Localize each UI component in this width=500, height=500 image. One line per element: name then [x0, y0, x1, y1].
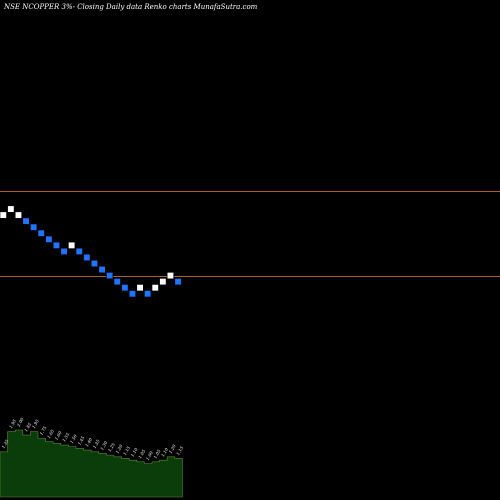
- renko-brick-down: [106, 272, 114, 280]
- renko-brick-up: [7, 205, 15, 213]
- renko-brick-down: [37, 229, 45, 237]
- renko-brick-down: [30, 223, 38, 231]
- volume-label: 1.45: [77, 435, 86, 446]
- volume-label: 1.15: [122, 445, 131, 456]
- volume-label: 1.20: [168, 443, 177, 454]
- renko-brick-down: [98, 265, 106, 274]
- volume-label: 1.20: [115, 443, 124, 454]
- volume-area-path: [0, 429, 183, 498]
- renko-brick-down: [60, 247, 68, 255]
- volume-label: 1.65: [46, 428, 55, 439]
- chart-title: NSE NCOPPER 3%- Closing Daily data Renko…: [3, 3, 258, 11]
- volume-label: 1.95: [31, 418, 40, 429]
- renko-brick-down: [121, 284, 129, 292]
- renko-bricks: [0, 205, 182, 298]
- volume-label: 1.60: [54, 430, 63, 441]
- volume-label: 1.15: [175, 445, 184, 456]
- volume-label: 1.00: [145, 450, 154, 461]
- volume-label: 1.10: [130, 447, 139, 458]
- volume-label: 1.55: [61, 432, 70, 443]
- volume-label: 1.35: [92, 438, 101, 449]
- renko-brick-down: [52, 241, 61, 249]
- volume-label: 1.75: [39, 425, 48, 436]
- renko-brick-down: [22, 217, 30, 225]
- reference-lines: [0, 191, 500, 277]
- renko-brick-up: [0, 211, 7, 219]
- renko-brick-down: [174, 278, 182, 286]
- volume-label: 1.05: [153, 448, 162, 459]
- renko-brick-down: [113, 278, 121, 286]
- volume-label: 1.50: [69, 433, 78, 444]
- volume-label: 1.95: [8, 418, 17, 429]
- renko-brick-up: [136, 284, 144, 292]
- renko-brick-up: [159, 278, 167, 286]
- renko-brick-up: [68, 241, 76, 249]
- volume-labels: 1.351.952.001.851.951.751.651.601.551.50…: [1, 417, 185, 461]
- renko-brick-down: [128, 290, 136, 298]
- volume-label: 2.00: [15, 417, 25, 429]
- volume-label: 1.85: [23, 422, 32, 433]
- volume-area: [0, 429, 183, 498]
- volume-label: 1.40: [84, 437, 93, 448]
- renko-brick-down: [144, 290, 152, 298]
- volume-label: 1.10: [160, 447, 169, 458]
- renko-brick-up: [166, 272, 174, 280]
- renko-brick-down: [75, 247, 83, 255]
- volume-label: 1.35: [1, 438, 10, 449]
- volume-label: 1.05: [137, 448, 146, 459]
- volume-label: 1.25: [107, 442, 116, 453]
- renko-brick-down: [45, 235, 53, 243]
- volume-label: 1.30: [99, 440, 108, 451]
- renko-brick-down: [83, 253, 91, 261]
- renko-brick-up: [151, 284, 159, 292]
- renko-brick-up: [14, 211, 22, 219]
- renko-brick-down: [90, 259, 98, 268]
